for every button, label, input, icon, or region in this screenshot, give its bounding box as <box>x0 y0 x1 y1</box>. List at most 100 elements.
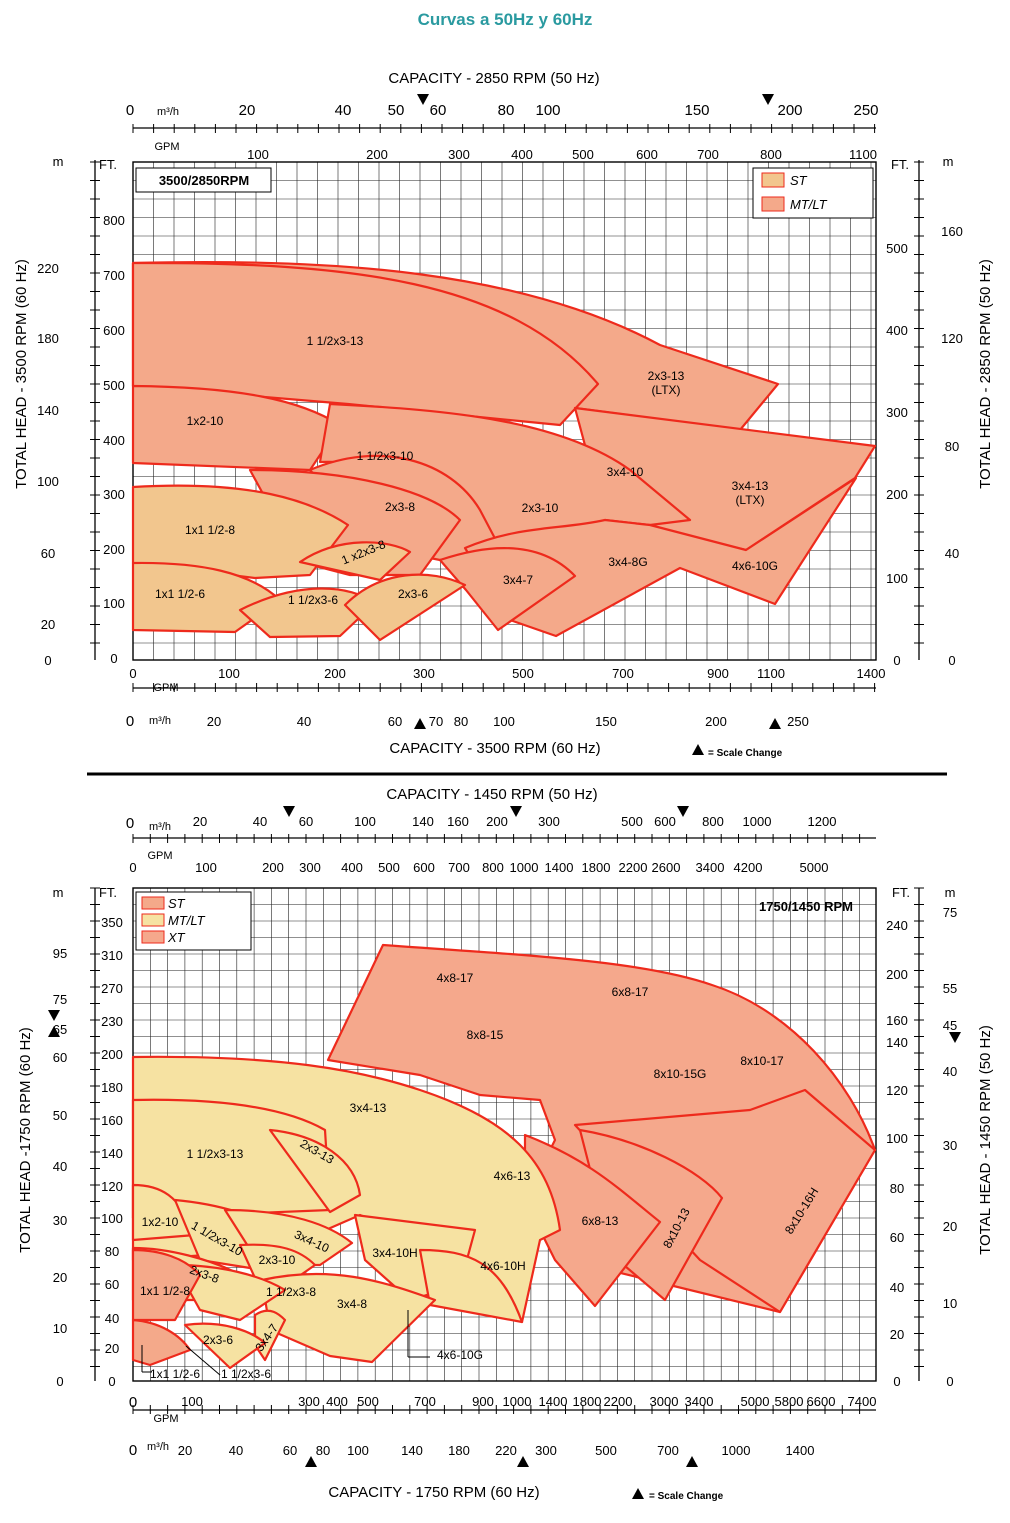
tick-label: 300 <box>538 814 560 829</box>
tick-label: 1400 <box>786 1443 815 1458</box>
tick-label: 40 <box>105 1311 119 1326</box>
legend-swatch-mt <box>761 196 785 212</box>
tick-label: 1000 <box>503 1394 532 1409</box>
region-6x8-13 <box>523 1133 662 1308</box>
region-8x10-16h <box>573 1088 877 1314</box>
tick-label: 230 <box>101 1014 123 1029</box>
axis-title-top: CAPACITY - 1450 RPM (50 Hz) <box>386 786 597 803</box>
axis-unit-label: FT. <box>892 885 910 900</box>
scale-change-marker <box>517 1456 529 1467</box>
tick-label: 200 <box>705 714 727 729</box>
region-label: 2x3-10 <box>259 1253 296 1267</box>
tick-label: 140 <box>886 1035 908 1050</box>
region-label: 1 1/2x3-13 <box>307 334 364 348</box>
tick-label: 0 <box>948 653 955 668</box>
region-2x3-6 <box>183 1322 267 1370</box>
tick-label: 300 <box>413 666 435 681</box>
scale-change-marker <box>305 1456 317 1467</box>
tick-label: 100 <box>103 596 125 611</box>
axis-unit-label: GPM <box>153 1413 178 1425</box>
region-label: 6x8-17 <box>612 985 649 999</box>
tick-label: 700 <box>697 147 719 162</box>
tick-label: 20 <box>41 617 55 632</box>
region-label: 3x4-13 <box>350 1101 387 1115</box>
scale-change-note: = Scale Change <box>649 1491 724 1502</box>
tick-label: 700 <box>414 1394 436 1409</box>
region-label: 1 1/2x3-10 <box>357 449 414 463</box>
tick-label: 80 <box>890 1181 904 1196</box>
tick-label: 140 <box>37 403 59 418</box>
leader-line <box>185 1345 221 1376</box>
region-label: 3x4-7 <box>503 573 533 587</box>
tick-label: 55 <box>943 981 957 996</box>
tick-label: 120 <box>886 1083 908 1098</box>
scale-change-marker <box>677 806 689 817</box>
region-label: 1 1/2x3-13 <box>187 1147 244 1161</box>
tick-label: 0 <box>946 1374 953 1389</box>
region-label: 8x10-15G <box>654 1067 707 1081</box>
region-1x1-1-2-6 <box>131 1318 192 1367</box>
tick-label: 0 <box>129 1442 137 1459</box>
tick-label: 40 <box>253 814 267 829</box>
tick-label: 20 <box>239 102 256 119</box>
tick-label: 40 <box>943 1064 957 1079</box>
region-label: 1x1 1/2-8 <box>140 1284 190 1298</box>
tick-label: 1800 <box>582 860 611 875</box>
tick-label: 10 <box>943 1296 957 1311</box>
tick-label: 40 <box>229 1443 243 1458</box>
tick-label: 500 <box>103 378 125 393</box>
tick-label: 900 <box>472 1394 494 1409</box>
tick-label: 80 <box>454 714 468 729</box>
tick-label: 400 <box>326 1394 348 1409</box>
tick-label: 160 <box>886 1013 908 1028</box>
tick-label: 3000 <box>650 1394 679 1409</box>
speed-label: 1750/1450 RPM <box>759 899 853 914</box>
tick-label: 20 <box>53 1270 67 1285</box>
tick-label: 200 <box>262 860 284 875</box>
tick-label: 800 <box>482 860 504 875</box>
tick-label: 40 <box>297 714 311 729</box>
tick-label: 1000 <box>722 1443 751 1458</box>
tick-label: 100 <box>37 474 59 489</box>
tick-label: 140 <box>101 1146 123 1161</box>
legend-swatch-mt <box>141 913 165 927</box>
tick-label: 400 <box>886 323 908 338</box>
region-2x3-13 <box>268 1128 362 1214</box>
axis-unit-label: GPM <box>147 850 172 862</box>
scale-change-marker <box>283 806 295 817</box>
tick-label: 40 <box>53 1159 67 1174</box>
tick-label: 80 <box>945 439 959 454</box>
tick-label: 50 <box>53 1108 67 1123</box>
tick-label: 40 <box>335 102 352 119</box>
tick-label: 50 <box>388 102 405 119</box>
tick-label: 20 <box>890 1327 904 1342</box>
tick-label: 250 <box>853 102 878 119</box>
region-label: 8x8-15 <box>467 1028 504 1042</box>
tick-label: 140 <box>401 1443 423 1458</box>
axis-unit-label: FT. <box>99 885 117 900</box>
tick-label: 20 <box>207 714 221 729</box>
tick-label: 4200 <box>734 860 763 875</box>
legend-swatch-st <box>141 896 165 910</box>
region-label: 2x3-8 <box>385 500 415 514</box>
tick-label: 40 <box>890 1280 904 1295</box>
tick-label: 0 <box>56 1374 63 1389</box>
tick-label: 150 <box>595 714 617 729</box>
tick-label: 250 <box>787 714 809 729</box>
region-label: 1x2-10 <box>187 414 224 428</box>
axis-title-bottom: CAPACITY - 3500 RPM (60 Hz) <box>389 740 600 757</box>
legend-label-mt: MT/LT <box>168 913 206 928</box>
axis-title-left: TOTAL HEAD - 3500 RPM (60 Hz) <box>13 259 30 489</box>
tick-label: 100 <box>218 666 240 681</box>
tick-label: 0 <box>893 653 900 668</box>
tick-label: 300 <box>448 147 470 162</box>
legend-label-st: ST <box>790 173 808 188</box>
tick-label: 600 <box>413 860 435 875</box>
tick-label: 60 <box>283 1443 297 1458</box>
tick-label: 0 <box>893 1374 900 1389</box>
tick-label: 70 <box>429 714 443 729</box>
tick-label: 0 <box>108 1374 115 1389</box>
tick-label: 500 <box>512 666 534 681</box>
legend-label-st: ST <box>168 896 186 911</box>
tick-label: 80 <box>316 1443 330 1458</box>
